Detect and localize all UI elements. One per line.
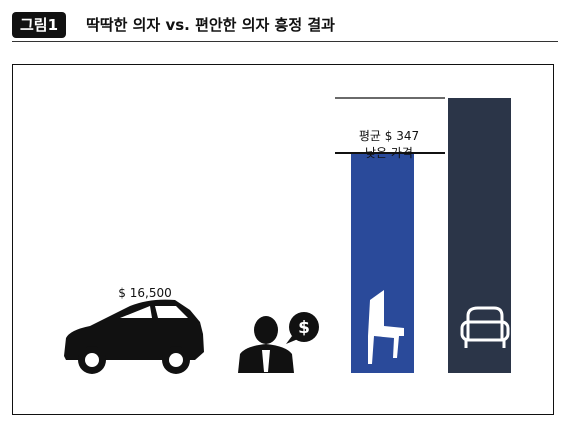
figure-title: 딱딱한 의자 vs. 편안한 의자 흥정 결과	[86, 16, 335, 34]
difference-line-2: 낮은 가격	[365, 146, 413, 160]
figure-header: 그림1 딱딱한 의자 vs. 편안한 의자 흥정 결과	[12, 10, 558, 42]
difference-line-1: 평균 $ 347	[358, 129, 420, 143]
soft-chair-icon	[460, 306, 510, 348]
hard-chair-icon	[368, 290, 404, 364]
illustration-frame	[12, 64, 554, 415]
buyer-dollar-icon: $	[238, 312, 319, 373]
car-price-label: $ 16,500	[118, 286, 172, 300]
price-difference-annotation: 평균 $ 347 낮은 가격	[344, 128, 434, 162]
bar-hard-chair	[351, 153, 414, 373]
figure-badge: 그림1	[12, 12, 67, 38]
svg-text:$: $	[298, 318, 310, 338]
car-icon	[64, 299, 204, 374]
header-divider	[12, 41, 558, 42]
